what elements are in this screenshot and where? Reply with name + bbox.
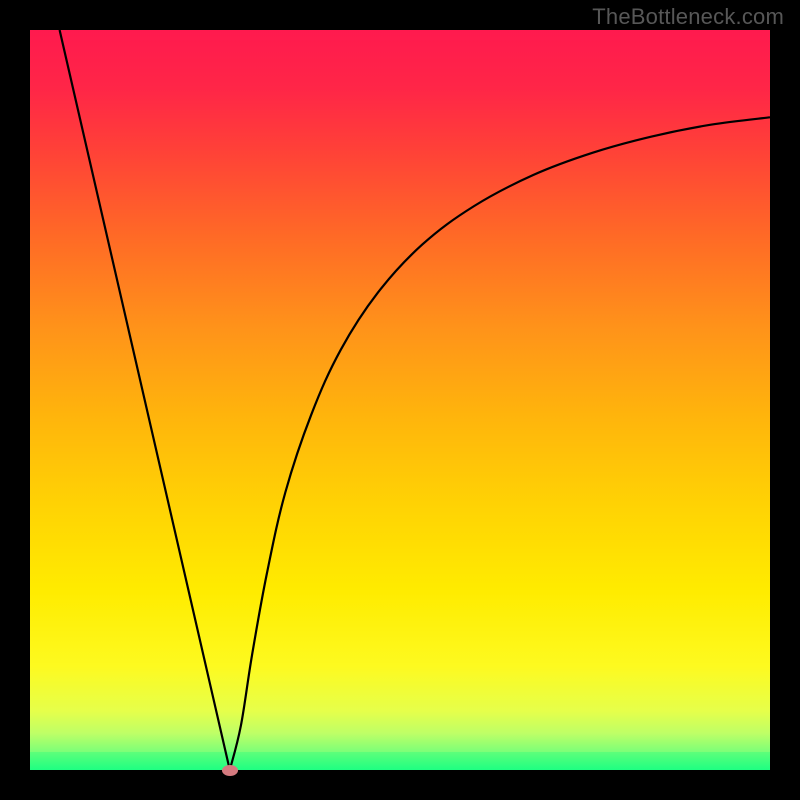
attribution-text: TheBottleneck.com xyxy=(592,4,784,30)
chart-container: TheBottleneck.com xyxy=(0,0,800,800)
minimum-marker xyxy=(222,765,238,776)
curve-svg xyxy=(30,30,770,770)
bottleneck-curve xyxy=(60,30,770,770)
plot-area xyxy=(30,30,770,770)
